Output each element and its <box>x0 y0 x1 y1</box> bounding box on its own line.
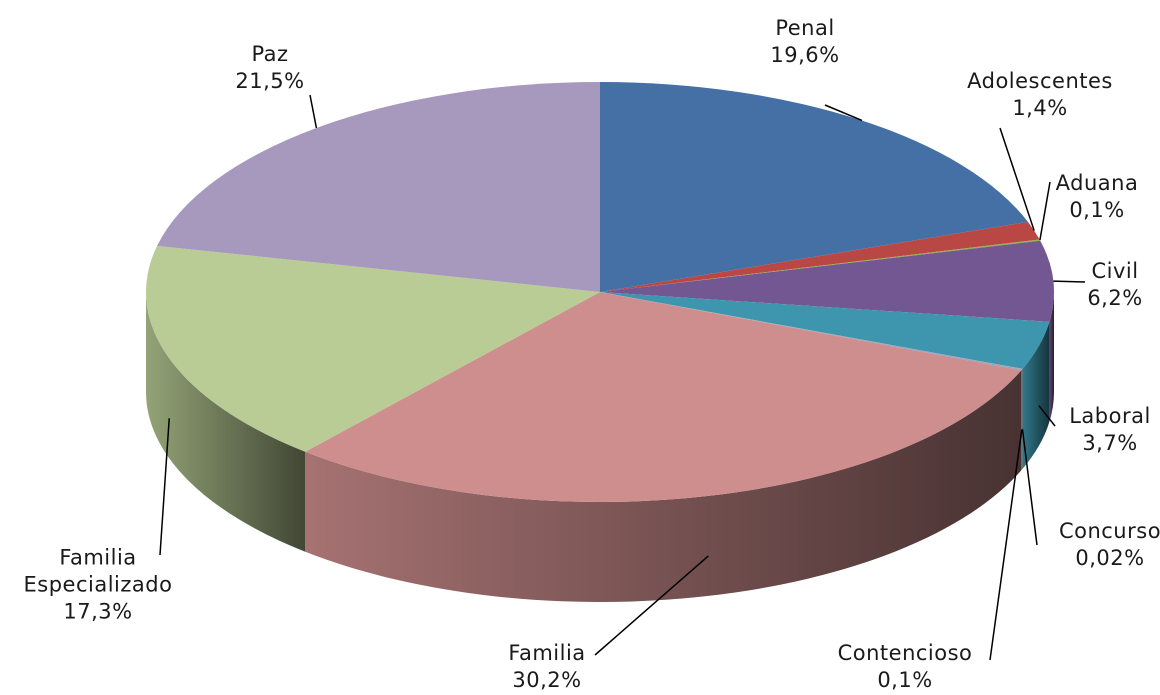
value-label: 19,6% <box>770 43 840 67</box>
leader-line <box>824 104 863 122</box>
value-label: 30,2% <box>512 668 582 692</box>
value-label: 6,2% <box>1087 286 1143 310</box>
slice <box>600 292 1023 370</box>
leader-line <box>594 555 709 656</box>
data-label: Laboral 3,7% <box>1069 403 1151 457</box>
leader-line <box>159 418 170 556</box>
slice <box>600 221 1040 292</box>
value-label: 3,7% <box>1082 431 1138 455</box>
slice <box>145 245 600 452</box>
data-label: Familia 30,2% <box>508 640 585 694</box>
category-label: Paz <box>251 42 289 66</box>
data-label: Civil 6,2% <box>1087 258 1142 312</box>
leader-line <box>1021 428 1038 546</box>
slice <box>600 240 1054 322</box>
category-label: Aduana <box>1055 171 1139 195</box>
data-label: Concurso 0,02% <box>1059 518 1160 572</box>
data-label: Adolescentes 1,4% <box>967 68 1113 122</box>
leader-line <box>999 127 1035 231</box>
slice-side <box>305 370 1022 602</box>
leader-line <box>1053 280 1086 283</box>
slice <box>157 82 600 292</box>
slice-side <box>1021 369 1023 471</box>
slice-side <box>1049 292 1054 422</box>
data-label: Familia Especializado 17,3% <box>13 545 183 626</box>
slice-side <box>1022 321 1050 469</box>
data-label: Paz 21,5% <box>235 41 304 95</box>
value-label: 21,5% <box>235 69 305 93</box>
slice <box>600 292 1023 371</box>
leader-line <box>989 429 1023 661</box>
category-label: Laboral <box>1069 404 1151 428</box>
slice-side <box>146 292 306 552</box>
category-label: Adolescentes <box>967 69 1113 93</box>
category-label: Penal <box>775 16 835 40</box>
leader-line <box>1038 405 1056 427</box>
category-label: Contencioso <box>837 641 973 665</box>
value-label: 1,4% <box>1012 96 1068 120</box>
leader-line <box>309 94 318 129</box>
data-label: Contencioso 0,1% <box>838 640 973 694</box>
category-label: Familia Especializado <box>23 545 173 597</box>
slice <box>600 292 1050 369</box>
data-label: Aduana 0,1% <box>1056 170 1139 224</box>
category-label: Familia <box>508 641 586 665</box>
category-label: Concurso <box>1058 519 1160 543</box>
value-label: 17,3% <box>63 599 133 624</box>
data-label: Penal 19,6% <box>770 15 839 69</box>
leader-line <box>1039 181 1051 241</box>
slice <box>600 82 1028 292</box>
category-label: Civil <box>1091 259 1139 283</box>
value-label: 0,1% <box>1069 198 1125 222</box>
value-label: 0,1% <box>877 668 933 692</box>
value-label: 0,02% <box>1075 546 1145 570</box>
slice <box>600 239 1041 292</box>
slice <box>305 292 1022 502</box>
